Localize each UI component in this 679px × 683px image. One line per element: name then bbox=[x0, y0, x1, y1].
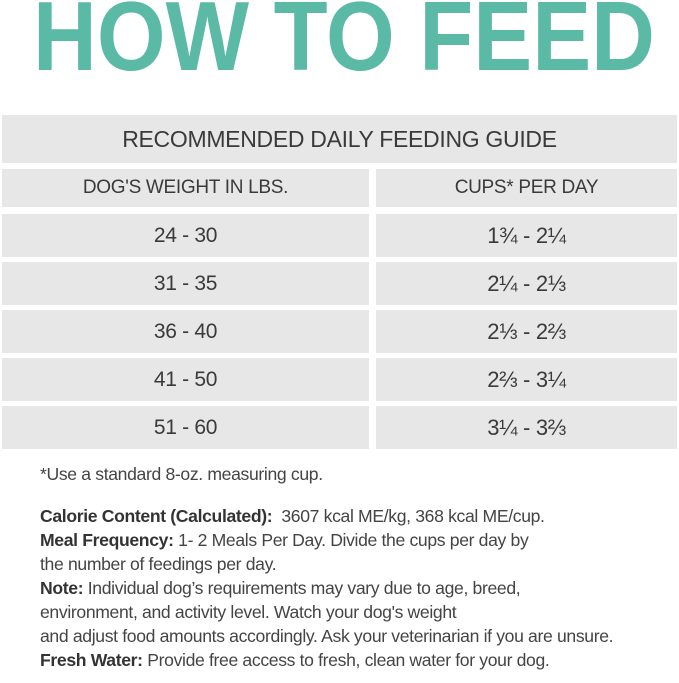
fresh-water: Fresh Water: Provide free access to fres… bbox=[40, 648, 550, 672]
cups-cell: 1¾ - 2¼ bbox=[376, 214, 677, 257]
cups-cell: 2¼ - 2⅓ bbox=[376, 262, 677, 305]
cups-cell: 2⅓ - 2⅔ bbox=[376, 310, 677, 353]
water-label: Fresh Water: bbox=[40, 650, 143, 670]
table-heading: RECOMMENDED DAILY FEEDING GUIDE bbox=[2, 115, 677, 163]
cups-cell: 2⅔ - 3¼ bbox=[376, 358, 677, 401]
meal-label: Meal Frequency: bbox=[40, 530, 174, 550]
note: Note: Individual dog’s requirements may … bbox=[40, 576, 521, 600]
page-title: HOW TO FEED bbox=[33, 0, 655, 80]
cups-cell: 3¼ - 3⅔ bbox=[376, 406, 677, 449]
footnote: *Use a standard 8-oz. measuring cup. bbox=[40, 464, 323, 484]
calorie-content: Calorie Content (Calculated): 3607 kcal … bbox=[40, 504, 545, 528]
note-text: Individual dog’s requirements may vary d… bbox=[87, 578, 521, 598]
calorie-label: Calorie Content (Calculated): bbox=[40, 506, 273, 526]
meal-frequency: Meal Frequency: 1- 2 Meals Per Day. Divi… bbox=[40, 528, 529, 552]
column-header-weight: DOG'S WEIGHT IN LBS. bbox=[2, 169, 369, 207]
calorie-text: 3607 kcal ME/kg, 368 kcal ME/cup. bbox=[281, 506, 545, 526]
meal-text-cont: the number of feedings per day. bbox=[40, 554, 277, 574]
column-header-cups: CUPS* PER DAY bbox=[376, 169, 677, 207]
title-text: HOW TO FEED bbox=[33, 0, 655, 80]
weight-cell: 41 - 50 bbox=[2, 358, 369, 401]
note-text-cont: and adjust food amounts accordingly. Ask… bbox=[40, 626, 614, 646]
note-text-cont: environment, and activity level. Watch y… bbox=[40, 602, 457, 622]
weight-cell: 36 - 40 bbox=[2, 310, 369, 353]
weight-cell: 31 - 35 bbox=[2, 262, 369, 305]
weight-cell: 24 - 30 bbox=[2, 214, 369, 257]
weight-cell: 51 - 60 bbox=[2, 406, 369, 449]
meal-text: 1- 2 Meals Per Day. Divide the cups per … bbox=[178, 530, 529, 550]
water-text: Provide free access to fresh, clean wate… bbox=[147, 650, 550, 670]
note-label: Note: bbox=[40, 578, 84, 598]
